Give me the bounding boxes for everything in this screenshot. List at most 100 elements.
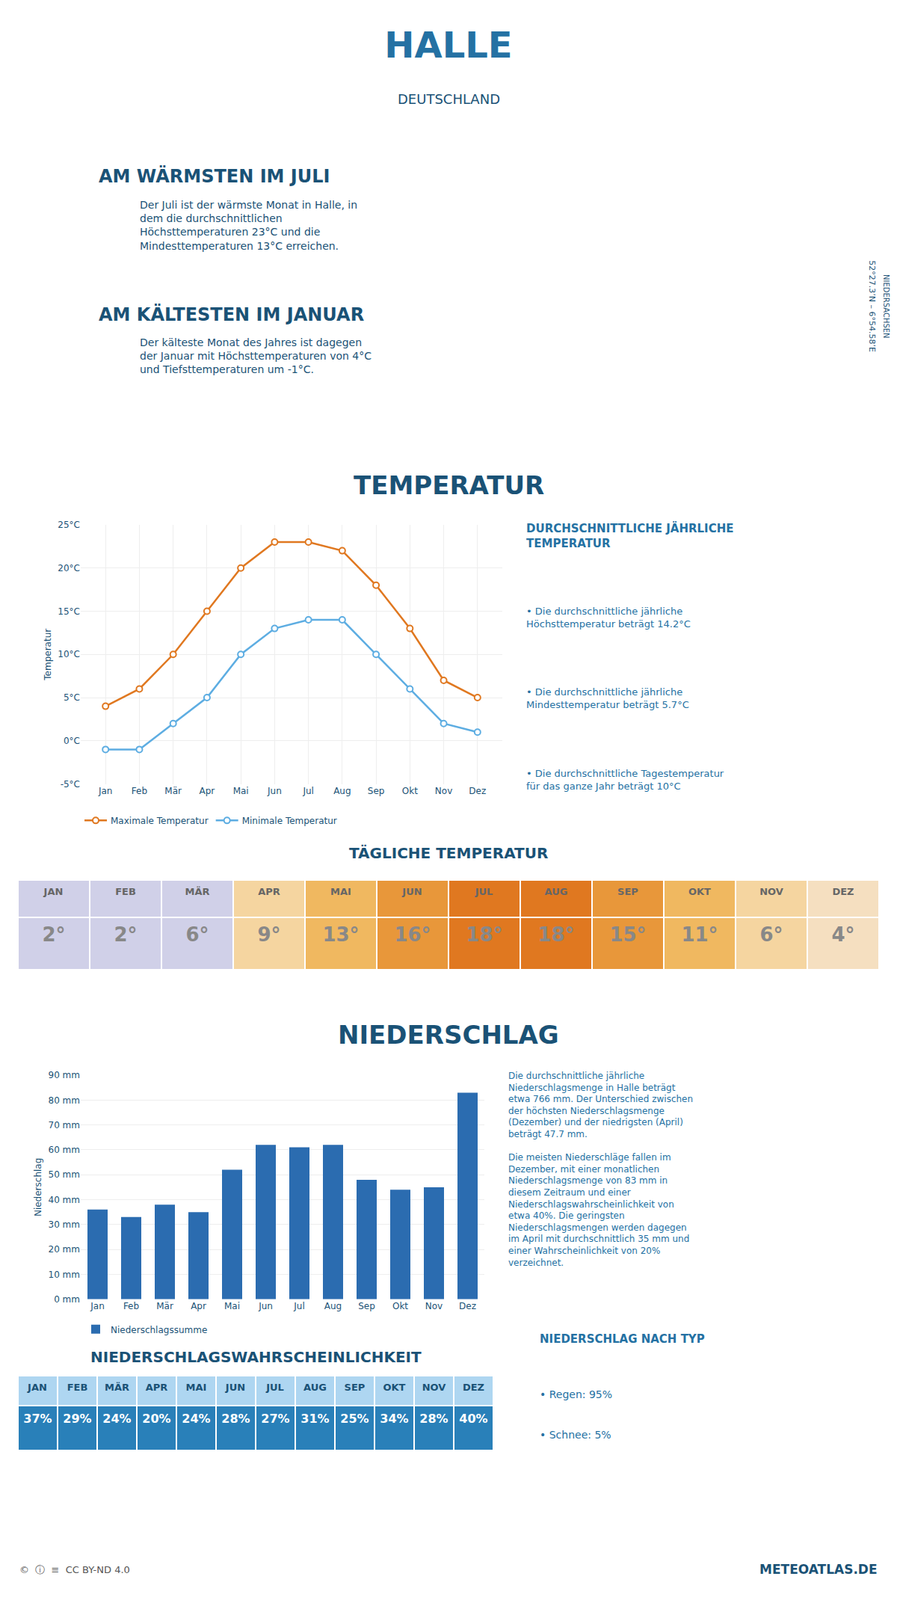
svg-text:5°C: 5°C — [63, 692, 80, 703]
svg-text:• Die durchschnittliche jährli: • Die durchschnittliche jährlicheMindest… — [526, 686, 690, 711]
svg-text:60 mm: 60 mm — [48, 1144, 80, 1155]
svg-text:JUL: JUL — [265, 1381, 285, 1393]
svg-text:Nov: Nov — [435, 785, 453, 797]
svg-text:0°C: 0°C — [63, 735, 80, 747]
svg-text:11°: 11° — [680, 923, 718, 946]
svg-text:HALLE: HALLE — [384, 23, 513, 66]
svg-text:40 mm: 40 mm — [48, 1194, 80, 1205]
svg-text:DEZ: DEZ — [462, 1381, 485, 1393]
svg-text:-5°C: -5°C — [60, 778, 80, 790]
svg-text:18°: 18° — [537, 923, 575, 946]
svg-text:TEMPERATUR: TEMPERATUR — [353, 470, 545, 501]
svg-text:30 mm: 30 mm — [48, 1219, 80, 1230]
svg-text:28%: 28% — [221, 1411, 250, 1426]
svg-text:2°: 2° — [113, 923, 137, 946]
svg-text:METEOATLAS.DE: METEOATLAS.DE — [759, 1561, 878, 1577]
svg-text:DEUTSCHLAND: DEUTSCHLAND — [397, 91, 501, 107]
svg-text:Niederschlagssumme: Niederschlagssumme — [110, 1324, 208, 1336]
svg-text:NIEDERSCHLAGSWAHRSCHEINLICHKEI: NIEDERSCHLAGSWAHRSCHEINLICHKEIT — [90, 1347, 422, 1366]
svg-text:20 mm: 20 mm — [48, 1243, 80, 1255]
svg-text:• Die durchschnittliche jährli: • Die durchschnittliche jährlicheHöchstt… — [526, 605, 691, 630]
svg-text:DEZ: DEZ — [831, 885, 854, 897]
svg-text:13°: 13° — [322, 923, 359, 946]
svg-text:27%: 27% — [260, 1411, 290, 1426]
svg-text:MAI: MAI — [330, 885, 352, 897]
svg-text:JUN: JUN — [401, 885, 422, 897]
svg-text:15°C: 15°C — [57, 606, 80, 617]
svg-text:34%: 34% — [379, 1411, 409, 1426]
svg-text:© ⓘ ≡ CC BY-ND 4.0: © ⓘ ≡ CC BY-ND 4.0 — [19, 1563, 131, 1575]
svg-text:AM KÄLTESTEN IM JANUAR: AM KÄLTESTEN IM JANUAR — [98, 303, 365, 326]
svg-text:NOV: NOV — [759, 885, 784, 897]
svg-text:DURCHSCHNITTLICHE JÄHRLICHETEM: DURCHSCHNITTLICHE JÄHRLICHETEMPERATUR — [526, 521, 734, 551]
svg-text:2°: 2° — [41, 923, 66, 946]
svg-text:9°: 9° — [257, 923, 281, 946]
svg-text:31%: 31% — [300, 1411, 329, 1426]
svg-text:JAN: JAN — [43, 885, 64, 897]
svg-text:OKT: OKT — [688, 885, 711, 897]
svg-text:MÄR: MÄR — [184, 885, 210, 897]
svg-text:Jun: Jun — [257, 1300, 273, 1312]
svg-text:Apr: Apr — [199, 785, 216, 797]
svg-text:Jan: Jan — [89, 1300, 105, 1312]
svg-text:APR: APR — [145, 1381, 169, 1393]
svg-text:37%: 37% — [23, 1411, 52, 1426]
svg-text:• Schnee: 5%: • Schnee: 5% — [539, 1428, 612, 1441]
svg-text:Jul: Jul — [301, 785, 314, 797]
svg-text:40%: 40% — [458, 1411, 488, 1426]
svg-text:• Regen: 95%: • Regen: 95% — [539, 1388, 613, 1401]
svg-text:JUN: JUN — [224, 1381, 246, 1393]
svg-text:Mai: Mai — [224, 1300, 240, 1312]
svg-text:Aug: Aug — [333, 785, 351, 797]
svg-text:Dez: Dez — [468, 785, 486, 797]
svg-text:Okt: Okt — [392, 1300, 409, 1312]
svg-text:Jun: Jun — [266, 785, 282, 797]
svg-text:MAI: MAI — [186, 1381, 208, 1393]
svg-text:4°: 4° — [831, 923, 855, 946]
svg-text:50 mm: 50 mm — [48, 1169, 80, 1180]
svg-text:Dez: Dez — [458, 1300, 477, 1312]
svg-text:80 mm: 80 mm — [48, 1095, 80, 1106]
svg-text:Jan: Jan — [97, 785, 113, 797]
svg-text:6°: 6° — [759, 923, 783, 946]
svg-text:90 mm: 90 mm — [48, 1069, 80, 1081]
svg-text:Apr: Apr — [190, 1300, 207, 1312]
svg-text:Nov: Nov — [425, 1300, 443, 1312]
svg-text:AUG: AUG — [544, 885, 569, 897]
svg-text:Minimale Temperatur: Minimale Temperatur — [242, 815, 338, 826]
svg-text:0 mm: 0 mm — [53, 1293, 80, 1305]
svg-text:24%: 24% — [181, 1411, 211, 1426]
svg-text:Mär: Mär — [164, 785, 182, 797]
svg-text:18°: 18° — [465, 923, 503, 946]
svg-text:10 mm: 10 mm — [48, 1269, 80, 1280]
svg-text:MÄR: MÄR — [104, 1381, 130, 1393]
svg-text:Mär: Mär — [156, 1300, 174, 1312]
svg-text:25%: 25% — [340, 1411, 369, 1426]
svg-text:AM WÄRMSTEN IM JULI: AM WÄRMSTEN IM JULI — [98, 165, 330, 187]
svg-text:Jul: Jul — [293, 1300, 305, 1312]
svg-text:70 mm: 70 mm — [48, 1119, 80, 1131]
svg-text:NIEDERSCHLAG NACH TYP: NIEDERSCHLAG NACH TYP — [539, 1332, 705, 1346]
svg-text:FEB: FEB — [67, 1381, 89, 1393]
svg-text:10°C: 10°C — [57, 648, 80, 660]
svg-text:Temperatur: Temperatur — [42, 628, 54, 681]
svg-text:• Die durchschnittliche Tagest: • Die durchschnittliche Tagestemperaturf… — [526, 767, 725, 792]
svg-text:FEB: FEB — [115, 885, 137, 897]
svg-text:52°27.3’N – 6°54.58’E: 52°27.3’N – 6°54.58’E — [867, 260, 877, 353]
svg-text:29%: 29% — [62, 1411, 92, 1426]
svg-text:APR: APR — [257, 885, 281, 897]
svg-text:Maximale Temperatur: Maximale Temperatur — [110, 815, 209, 826]
svg-text:Der Juli ist der wärmste Monat: Der Juli ist der wärmste Monat in Halle,… — [139, 198, 358, 252]
svg-text:Niederschlag: Niederschlag — [32, 1157, 44, 1217]
svg-text:TÄGLICHE TEMPERATUR: TÄGLICHE TEMPERATUR — [349, 843, 548, 862]
svg-text:Der kälteste Monat des Jahres: Der kälteste Monat des Jahres ist dagege… — [139, 336, 372, 376]
svg-text:Feb: Feb — [131, 785, 148, 797]
svg-text:NIEDERSACHSEN: NIEDERSACHSEN — [882, 274, 891, 339]
svg-text:JUL: JUL — [474, 885, 494, 897]
svg-text:20%: 20% — [142, 1411, 171, 1426]
svg-text:NIEDERSCHLAG: NIEDERSCHLAG — [337, 1019, 560, 1050]
svg-text:Aug: Aug — [324, 1300, 342, 1312]
svg-text:NOV: NOV — [422, 1381, 447, 1393]
svg-text:6°: 6° — [185, 923, 209, 946]
svg-text:24%: 24% — [102, 1411, 131, 1426]
